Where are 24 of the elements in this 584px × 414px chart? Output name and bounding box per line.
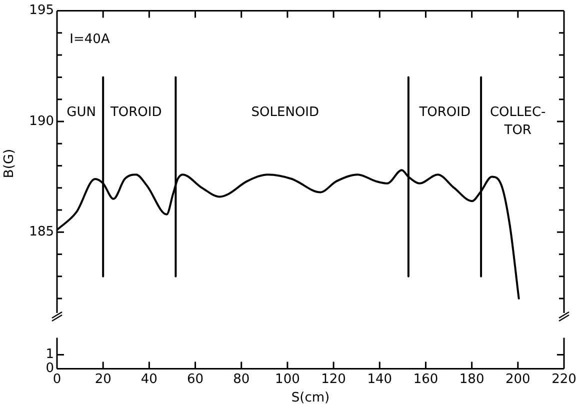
y-tick-label: 0 [46,361,54,376]
annotation: COLLEC- TOR [490,104,546,138]
x-tick-label: 40 [140,372,158,387]
y-tick-label: 1 [46,347,54,362]
x-tick-label: 180 [459,372,484,387]
annotation: I=40A [70,32,110,47]
x-tick-label: 220 [552,372,576,387]
y-axis-title: B(G) [2,148,18,178]
x-tick-label: 120 [321,372,346,387]
annotation: GUN [66,104,96,120]
x-tick-label: 80 [233,372,250,387]
x-axis-title: S(cm) [291,390,330,406]
x-tick-label: 100 [275,372,300,387]
annotation: TOROID [418,104,471,120]
x-tick-label: 60 [187,372,204,387]
y-tick-label: 185 [29,224,54,240]
x-tick-label: 140 [367,372,392,387]
x-tick-label: 200 [505,372,530,387]
annotation: TOROID [109,104,162,120]
x-tick-label: 20 [94,372,112,387]
y-tick-label: 195 [29,3,54,18]
y-tick-label: 190 [29,114,54,129]
annotation: SOLENOID [251,104,320,120]
x-tick-label: 160 [413,372,438,387]
